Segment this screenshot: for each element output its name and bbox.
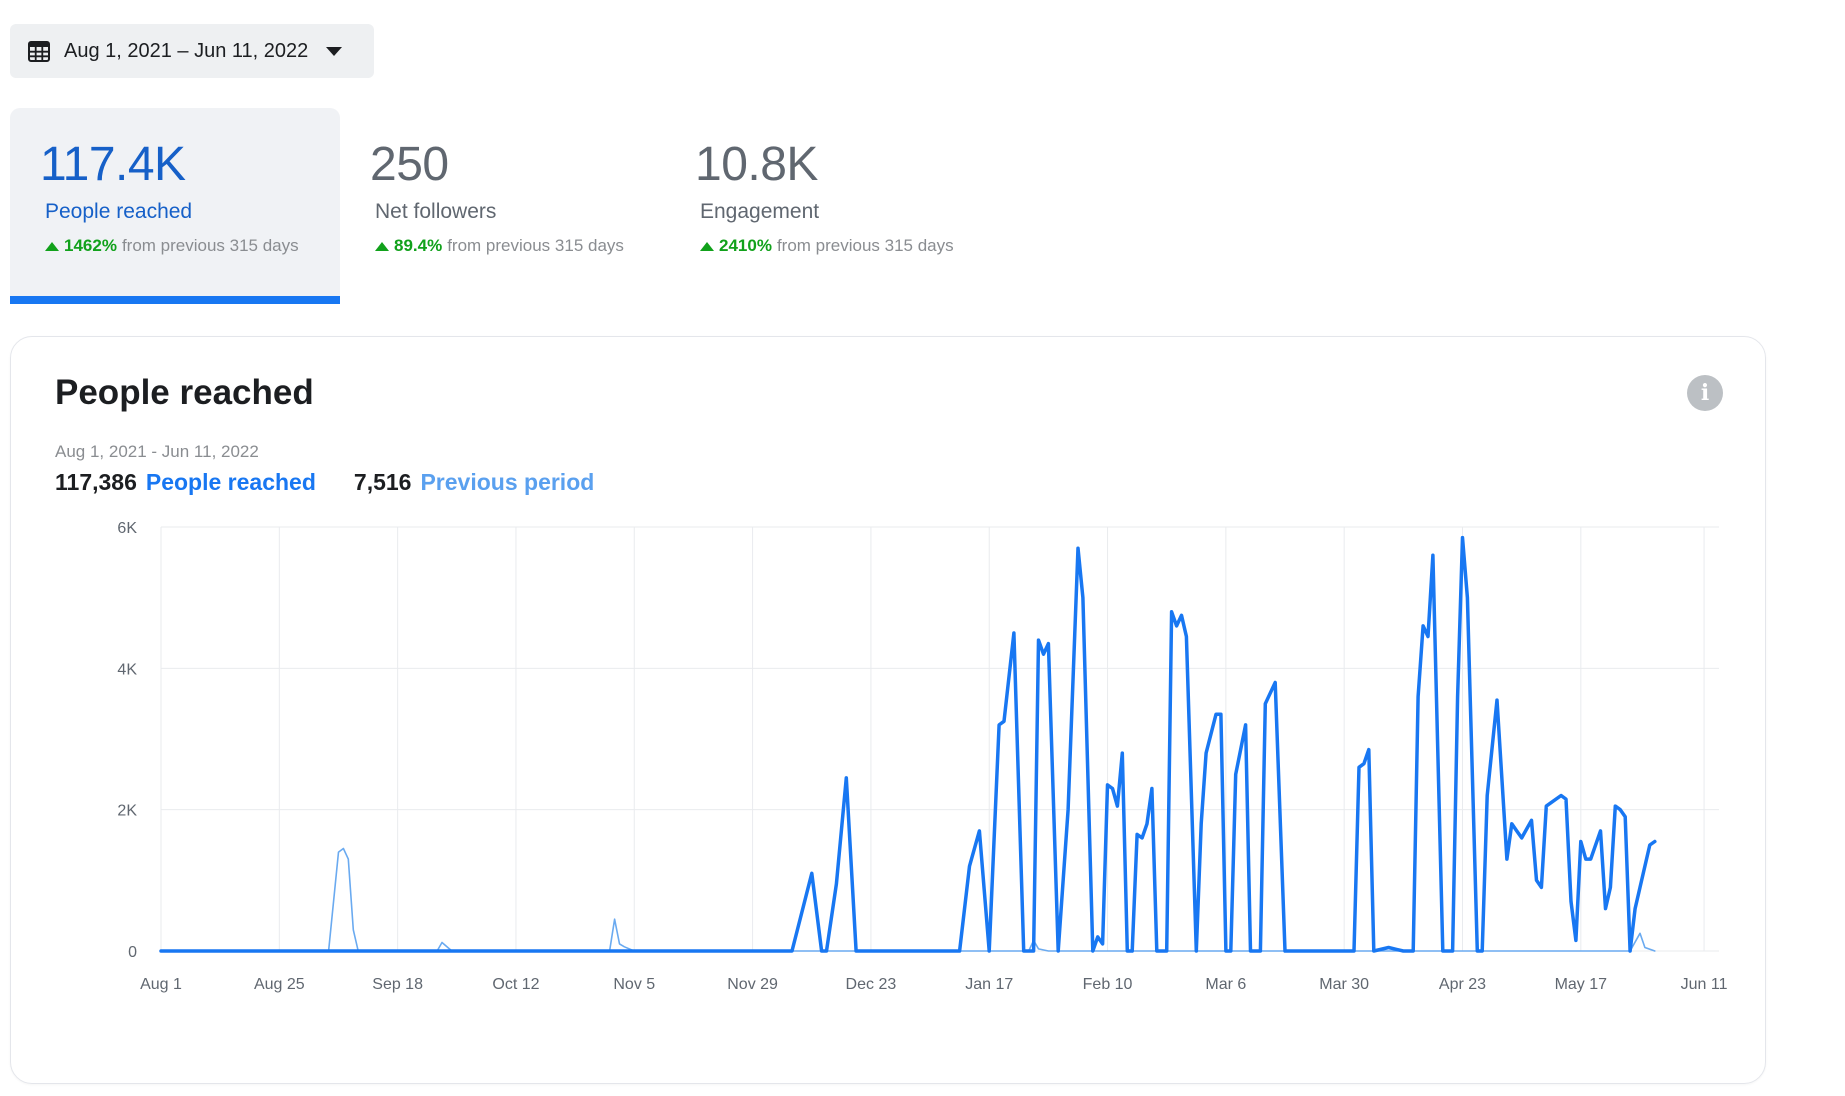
arrow-up-icon bbox=[700, 241, 714, 251]
caret-down-icon bbox=[326, 46, 343, 56]
x-tick-label: May 17 bbox=[1555, 976, 1608, 993]
x-tick-label: Oct 12 bbox=[492, 976, 539, 993]
metric-change-suffix: from previous 315 days bbox=[776, 236, 954, 255]
x-tick-label: Jun 11 bbox=[1681, 976, 1728, 993]
chart-legend: 117,386 People reached 7,516 Previous pe… bbox=[55, 469, 594, 496]
people-reached-line-chart: 0 2K 4K 6K Aug 1 Aug 25 Sep 18 Oct 12 Nov 5 Nov 2… bbox=[117, 520, 1728, 993]
x-tick-label: Dec 23 bbox=[846, 976, 897, 993]
arrow-up-icon bbox=[45, 241, 59, 251]
x-tick-label: Aug 25 bbox=[254, 976, 305, 993]
metric-label: Net followers bbox=[375, 200, 497, 223]
x-tick-label: Nov 5 bbox=[613, 976, 655, 993]
x-tick-label: Aug 1 bbox=[140, 976, 182, 993]
y-tick-label: 2K bbox=[117, 803, 137, 820]
x-tick-label: Mar 30 bbox=[1319, 976, 1369, 993]
calendar-icon bbox=[26, 38, 52, 64]
x-tick-label: Sep 18 bbox=[372, 976, 423, 993]
y-tick-label: 0 bbox=[128, 944, 137, 961]
metric-change-percent: 89.4% bbox=[394, 236, 443, 255]
metric-value: 10.8K bbox=[695, 138, 818, 191]
x-tick-label: Nov 29 bbox=[727, 976, 778, 993]
metric-value: 117.4K bbox=[40, 138, 186, 191]
x-tick-label: Jan 17 bbox=[965, 976, 1013, 993]
legend-previous-value: 7,516 bbox=[353, 469, 412, 495]
metric-change-percent: 1462% bbox=[64, 236, 117, 255]
active-tab-indicator bbox=[10, 296, 340, 304]
metric-tab-engagement[interactable]: 10.8K Engagement 2410% from previous 315… bbox=[665, 108, 1005, 304]
chart-period: Aug 1, 2021 - Jun 11, 2022 bbox=[55, 442, 259, 461]
info-icon[interactable]: i bbox=[1687, 375, 1723, 411]
metric-value: 250 bbox=[370, 138, 449, 191]
legend-current-label[interactable]: People reached bbox=[145, 469, 316, 495]
series-line-people-reached bbox=[159, 535, 1657, 953]
metric-change: 1462% from previous 315 days bbox=[45, 236, 340, 256]
metric-change-percent: 2410% bbox=[719, 236, 772, 255]
metric-change: 89.4% from previous 315 days bbox=[375, 236, 665, 256]
date-range-label: Aug 1, 2021 – Jun 11, 2022 bbox=[64, 39, 309, 62]
x-tick-label: Feb 10 bbox=[1083, 976, 1133, 993]
y-tick-label: 4K bbox=[117, 661, 137, 678]
metric-label: Engagement bbox=[700, 200, 820, 223]
arrow-up-icon bbox=[375, 241, 389, 251]
legend-previous-label[interactable]: Previous period bbox=[420, 469, 595, 495]
x-tick-label: Mar 6 bbox=[1205, 976, 1246, 993]
people-reached-card: People reached i Aug 1, 2021 - Jun 11, 2… bbox=[10, 336, 1766, 1084]
y-tick-label: 6K bbox=[117, 520, 137, 537]
metric-change-suffix: from previous 315 days bbox=[121, 236, 299, 255]
legend-current-value: 117,386 bbox=[55, 469, 137, 495]
card-title: People reached bbox=[55, 373, 314, 412]
metric-tab-people-reached[interactable]: 117.4K People reached 1462% from previou… bbox=[10, 108, 340, 304]
x-tick-label: Apr 23 bbox=[1439, 976, 1486, 993]
metric-change: 2410% from previous 315 days bbox=[700, 236, 1005, 256]
metric-label: People reached bbox=[45, 200, 193, 223]
date-range-picker[interactable]: Aug 1, 2021 – Jun 11, 2022 bbox=[10, 24, 374, 78]
series-line-previous-period bbox=[160, 847, 1656, 952]
metric-change-suffix: from previous 315 days bbox=[447, 236, 624, 255]
metric-tab-net-followers[interactable]: 250 Net followers 89.4% from previous 31… bbox=[340, 108, 665, 304]
